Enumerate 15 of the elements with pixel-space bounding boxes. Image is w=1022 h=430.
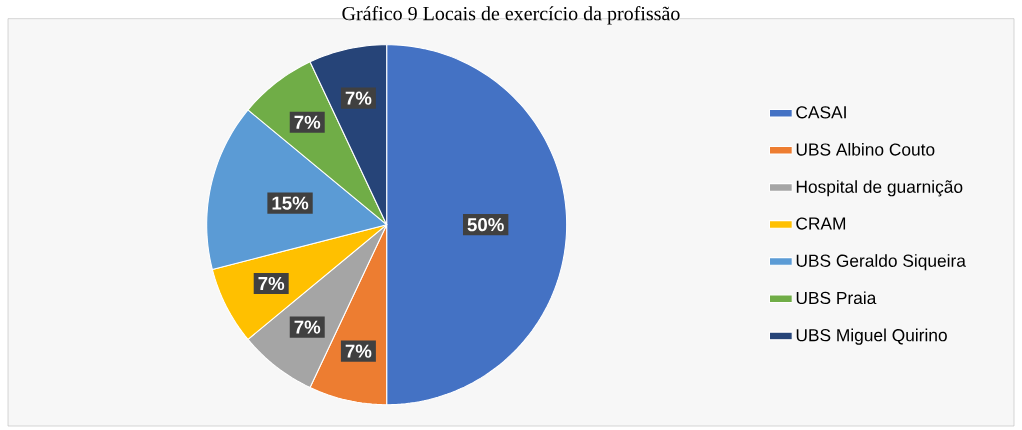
legend-label: UBS Albino Couto (796, 142, 935, 156)
data-label: 15% (272, 196, 309, 210)
legend-label: CRAM (796, 217, 846, 230)
legend-label: UBS Geraldo Siqueira (796, 254, 966, 271)
chart-title: Gráfico 9 Locais de exercício da profissão (342, 6, 680, 25)
data-label: 7% (258, 276, 285, 291)
legend-label: CASAI (796, 106, 846, 119)
data-label: 50% (467, 218, 504, 232)
legend-label: Hospital de guarnição (796, 180, 963, 197)
data-label: 7% (294, 320, 321, 334)
legend-label: UBS Praia (796, 291, 877, 305)
data-label: 7% (294, 115, 321, 129)
data-label: 7% (345, 344, 372, 358)
data-label: 7% (345, 91, 372, 105)
legend-label: UBS Miguel Quirino (796, 328, 947, 345)
